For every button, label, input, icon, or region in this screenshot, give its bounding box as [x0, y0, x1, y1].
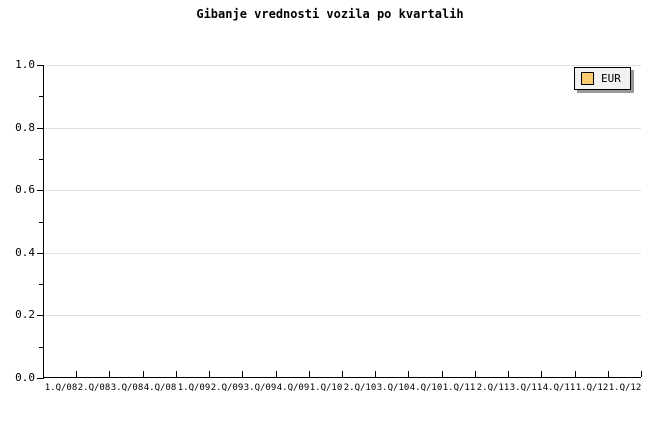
y-gridline	[44, 190, 641, 191]
y-axis-minor-tick	[39, 96, 44, 97]
x-axis-tick	[242, 371, 243, 377]
y-axis-tick-label: 1.0	[15, 58, 35, 71]
y-axis-tick	[37, 128, 44, 129]
x-axis-tick-label: 1.Q/12	[575, 383, 609, 393]
x-axis-tick-label: 4.Q/10	[409, 383, 443, 393]
x-axis-tick-label: 3.Q/09	[243, 383, 277, 393]
x-axis-tick	[375, 371, 376, 377]
y-gridline	[44, 128, 641, 129]
y-axis-tick	[37, 190, 44, 191]
y-axis-tick-label: 0.2	[15, 308, 35, 321]
x-axis-tick-label: 1.Q/11	[442, 383, 476, 393]
y-axis-tick-label: 0.8	[15, 121, 35, 134]
chart-title: Gibanje vrednosti vozila po kvartalih	[196, 7, 464, 21]
x-axis-tick-label: 2.Q/11	[476, 383, 510, 393]
legend: EUR	[574, 67, 631, 90]
x-axis-tick	[442, 371, 443, 377]
y-gridline	[44, 253, 641, 254]
x-axis-tick	[76, 371, 77, 377]
x-axis-tick-label: 2.Q/10	[343, 383, 377, 393]
x-axis-tick	[209, 371, 210, 377]
y-axis-tick	[37, 378, 44, 379]
x-axis-tick-label: 1.Q/09	[177, 383, 211, 393]
y-axis-tick	[37, 65, 44, 66]
y-axis-tick	[37, 315, 44, 316]
x-axis-tick	[309, 371, 310, 377]
x-axis-tick-label: 2.Q/09	[210, 383, 244, 393]
x-axis-tick	[109, 371, 110, 377]
x-axis-tick	[641, 371, 642, 377]
y-axis-tick-label: 0.6	[15, 183, 35, 196]
x-axis-tick-label: 2.Q/08	[77, 383, 111, 393]
y-axis-tick-label: 0.0	[15, 371, 35, 384]
y-axis-minor-tick	[39, 222, 44, 223]
legend-label-eur: EUR	[601, 72, 621, 85]
x-axis-tick-label: 4.Q/08	[143, 383, 177, 393]
x-axis-tick-label: 4.Q/09	[276, 383, 310, 393]
x-axis-tick-label: 1.Q/08	[44, 383, 78, 393]
x-axis-tick-label: 3.Q/08	[110, 383, 144, 393]
y-axis-tick-label: 0.4	[15, 246, 35, 259]
x-axis-tick	[176, 371, 177, 377]
x-axis-tick	[508, 371, 509, 377]
x-axis-tick	[276, 371, 277, 377]
x-axis-tick-label: 3.Q/10	[376, 383, 410, 393]
y-axis-minor-tick	[39, 347, 44, 348]
y-axis-tick	[37, 253, 44, 254]
x-axis-tick	[575, 371, 576, 377]
y-gridline	[44, 315, 641, 316]
y-axis-minor-tick	[39, 159, 44, 160]
x-axis-tick	[475, 371, 476, 377]
legend-swatch-eur	[581, 72, 594, 85]
x-axis-tick	[143, 371, 144, 377]
plot-area: 1.0 0.8 0.6 0.4 0.2 0.0 1.Q/08 2.Q/08 3.Q/08 4.Q/…	[15, 59, 642, 393]
y-gridline	[44, 65, 641, 66]
x-axis-tick-label: 1.Q/10	[309, 383, 343, 393]
x-axis-tick	[408, 371, 409, 377]
x-axis-tick	[541, 371, 542, 377]
y-axis-minor-tick	[39, 284, 44, 285]
x-axis-tick-label: 3.Q/11	[509, 383, 543, 393]
x-axis-tick	[608, 371, 609, 377]
x-axis-tick-label: 1.Q/12	[608, 383, 642, 393]
x-axis-tick-label: 4.Q/11	[542, 383, 576, 393]
x-axis-tick	[342, 371, 343, 377]
